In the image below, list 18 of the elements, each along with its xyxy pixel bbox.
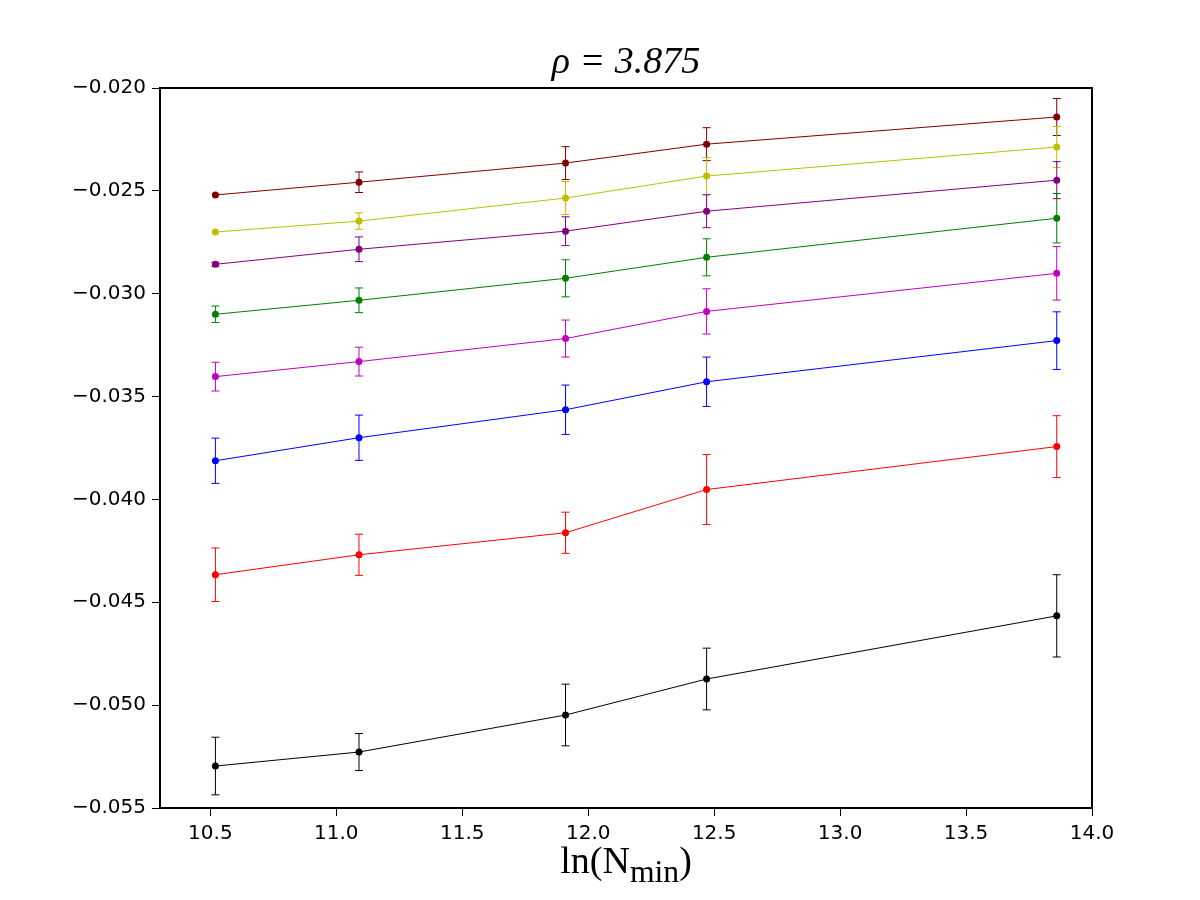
point <box>211 228 219 236</box>
y-tick-label: −0.040 <box>71 485 146 510</box>
x-tick-label: 11.5 <box>440 820 485 845</box>
point <box>211 191 219 199</box>
y-tick-label: −0.045 <box>71 588 146 613</box>
y-tick-label: −0.055 <box>71 794 146 819</box>
y-tick-label: −0.030 <box>71 279 146 304</box>
x-tick-label: 10.5 <box>188 820 233 845</box>
y-tick-label: −0.025 <box>71 177 146 202</box>
y-tick-label: −0.035 <box>71 382 146 407</box>
x-tick-label: 14.0 <box>1069 820 1115 845</box>
x-tick-label: 13.0 <box>817 820 863 845</box>
y-tick-label: −0.050 <box>71 691 146 716</box>
x-tick-label: 11.0 <box>314 820 359 845</box>
chart-title: ρ = 3.875 <box>550 38 702 82</box>
y-tick-label: −0.020 <box>71 74 146 99</box>
x-tick-label: 13.5 <box>943 820 989 845</box>
x-tick-label: 12.5 <box>691 820 737 845</box>
